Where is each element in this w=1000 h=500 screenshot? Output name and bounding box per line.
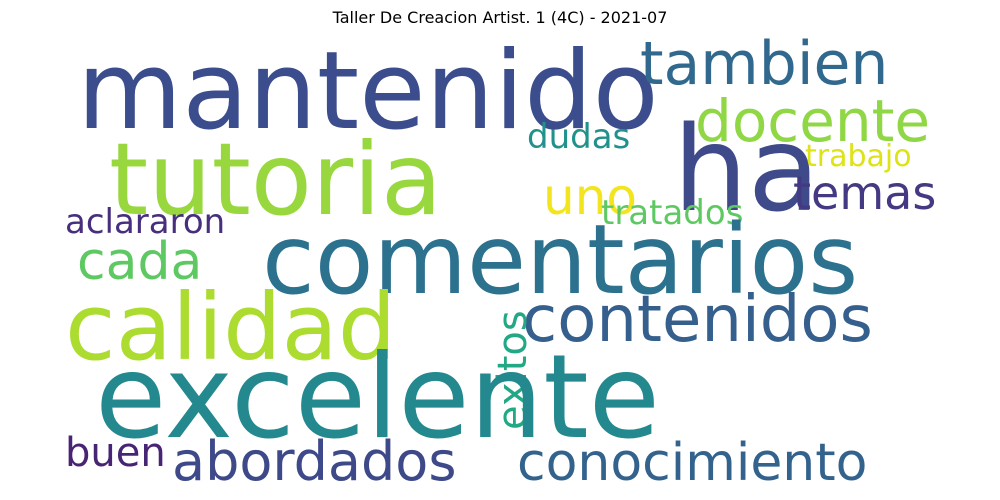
word-cloud: mantenido ha tambien docente tutoria uno… <box>55 30 945 485</box>
word-uno: uno <box>543 168 637 226</box>
word-trabajo: trabajo <box>805 139 912 174</box>
word-cada: cada <box>77 232 203 292</box>
word-docente: docente <box>695 87 931 155</box>
word-tutoria: tutoria <box>109 121 443 238</box>
word-tratados: tratados <box>601 193 744 233</box>
word-conocimiento: conocimiento <box>517 433 868 485</box>
word-contenidos: contenidos <box>522 283 873 357</box>
word-ha: ha <box>673 100 821 238</box>
word-buen: buen <box>65 430 166 476</box>
word-mantenido: mantenido <box>77 30 659 154</box>
word-excelente: excelente <box>95 330 661 465</box>
word-calidad: calidad <box>65 274 397 381</box>
word-dudas: dudas <box>527 117 631 157</box>
word-aclararon: aclararon <box>65 202 226 242</box>
word-comentarios: comentarios <box>262 204 859 316</box>
chart-title: Taller De Creacion Artist. 1 (4C) - 2021… <box>332 8 668 27</box>
word-abordados: abordados <box>172 430 457 486</box>
word-temas: temas <box>793 166 937 220</box>
word-tambien: tambien <box>640 30 889 99</box>
